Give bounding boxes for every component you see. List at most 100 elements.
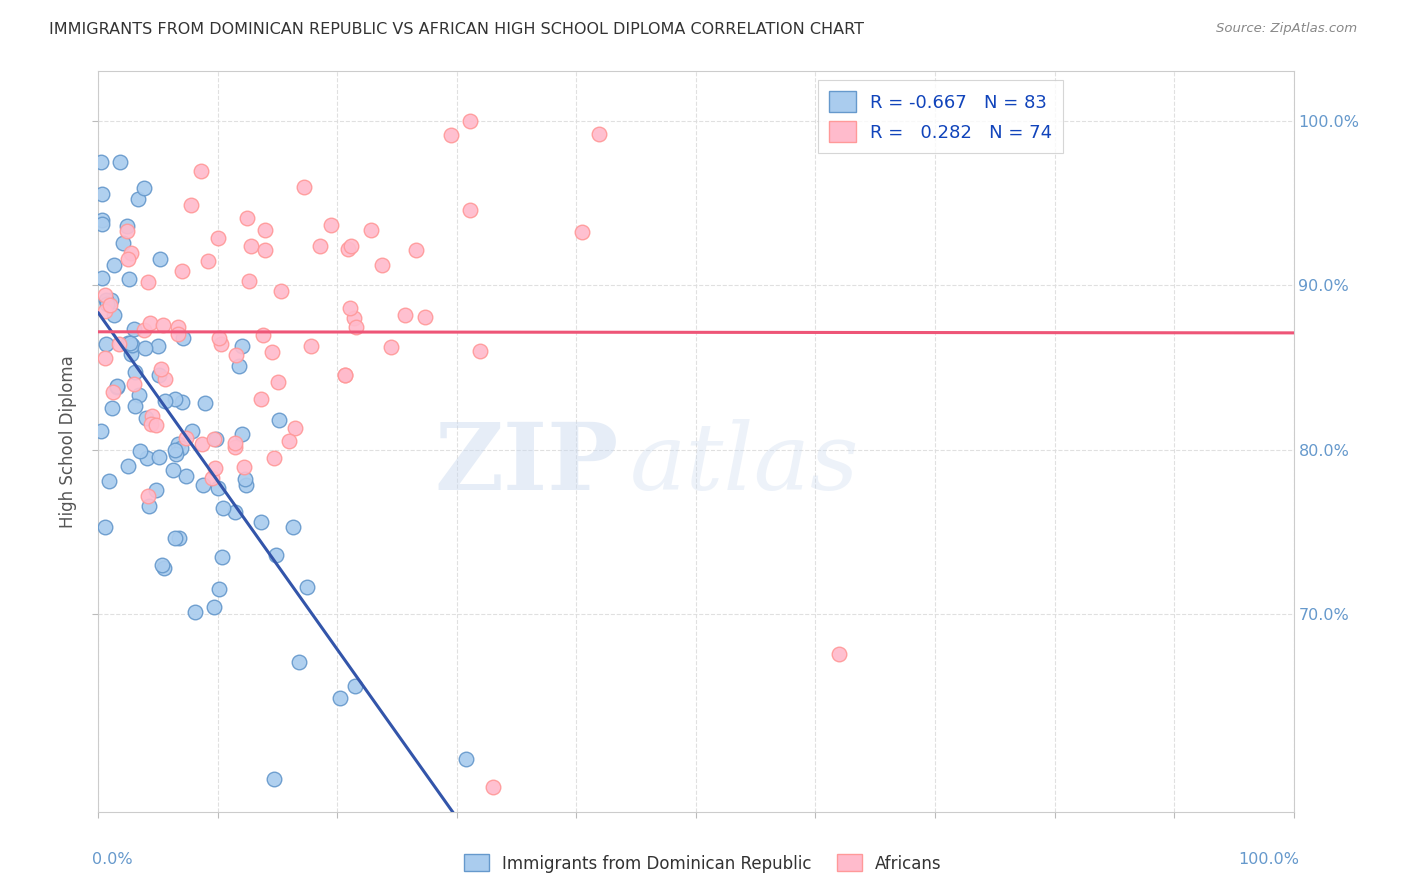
Point (139, 417, 162, 431)
Point (90, 425, 112, 439)
Point (458, 113, 481, 128)
Point (209, 337, 232, 351)
Point (297, 580, 319, 594)
Point (339, 239, 361, 253)
Point (162, 463, 184, 477)
Point (254, 244, 277, 258)
Point (208, 331, 231, 345)
Point (224, 435, 246, 450)
Point (120, 336, 142, 351)
Point (103, 308, 125, 322)
Point (225, 348, 247, 362)
Text: IMMIGRANTS FROM DOMINICAN REPUBLIC VS AFRICAN HIGH SCHOOL DIPLOMA CORRELATION CH: IMMIGRANTS FROM DOMINICAN REPUBLIC VS AF… (49, 22, 865, 37)
Point (235, 478, 257, 492)
Point (136, 450, 159, 465)
Text: Source: ZipAtlas.com: Source: ZipAtlas.com (1216, 22, 1357, 36)
Point (571, 225, 593, 239)
Point (145, 418, 167, 433)
Point (96, 337, 118, 351)
Point (105, 379, 128, 393)
Point (153, 394, 176, 409)
Point (153, 560, 176, 574)
Point (132, 180, 155, 194)
Point (333, 368, 356, 382)
Point (370, 258, 392, 272)
Point (148, 450, 170, 465)
Y-axis label: High School Diploma: High School Diploma (59, 355, 77, 528)
Point (458, 202, 481, 217)
Point (152, 318, 174, 332)
Point (103, 258, 125, 272)
Point (231, 339, 253, 353)
Point (236, 211, 259, 225)
Point (184, 605, 207, 619)
Point (163, 442, 186, 457)
Point (228, 359, 250, 373)
Point (283, 520, 305, 534)
Point (339, 301, 361, 315)
Point (233, 472, 256, 486)
Point (117, 459, 139, 474)
Point (197, 253, 219, 268)
Point (117, 252, 139, 266)
Point (108, 154, 131, 169)
Point (254, 223, 277, 237)
Point (149, 252, 172, 267)
Point (205, 433, 228, 447)
Point (101, 385, 124, 400)
Point (224, 505, 246, 519)
Point (193, 477, 215, 491)
Point (115, 224, 138, 238)
Point (394, 308, 416, 322)
Point (117, 219, 139, 233)
Point (120, 339, 142, 353)
Point (148, 368, 170, 383)
Point (191, 436, 214, 450)
Legend: Immigrants from Dominican Republic, Africans: Immigrants from Dominican Republic, Afri… (457, 847, 949, 880)
Point (267, 413, 290, 427)
Point (337, 242, 360, 256)
Point (122, 322, 145, 336)
Point (167, 326, 190, 341)
Point (134, 323, 156, 337)
Point (90, 212, 112, 227)
Point (588, 128, 610, 142)
Point (118, 271, 141, 285)
Point (204, 461, 226, 475)
Point (172, 331, 194, 345)
Point (120, 347, 142, 361)
Text: 100.0%: 100.0% (1239, 853, 1299, 867)
Point (287, 656, 309, 670)
Point (172, 264, 194, 278)
Point (231, 426, 253, 441)
Point (454, 752, 477, 766)
Point (181, 424, 204, 438)
Point (224, 441, 246, 455)
Point (94, 520, 117, 534)
Point (233, 460, 256, 475)
Point (309, 239, 332, 253)
Point (294, 180, 316, 194)
Point (129, 444, 152, 458)
Point (263, 451, 285, 466)
Point (124, 377, 146, 392)
Point (108, 336, 131, 351)
Point (194, 396, 217, 410)
Point (100, 293, 122, 308)
Point (93, 288, 115, 302)
Point (166, 436, 188, 450)
Point (239, 239, 262, 253)
Point (172, 394, 194, 409)
Point (263, 772, 285, 786)
Point (201, 471, 224, 485)
Point (148, 339, 170, 353)
Point (105, 379, 128, 393)
Text: 0.0%: 0.0% (93, 853, 134, 867)
Text: ZIP: ZIP (434, 418, 619, 508)
Point (163, 532, 186, 546)
Point (468, 344, 491, 359)
Point (138, 489, 160, 503)
Point (167, 319, 190, 334)
Point (380, 340, 402, 354)
Point (120, 246, 142, 260)
